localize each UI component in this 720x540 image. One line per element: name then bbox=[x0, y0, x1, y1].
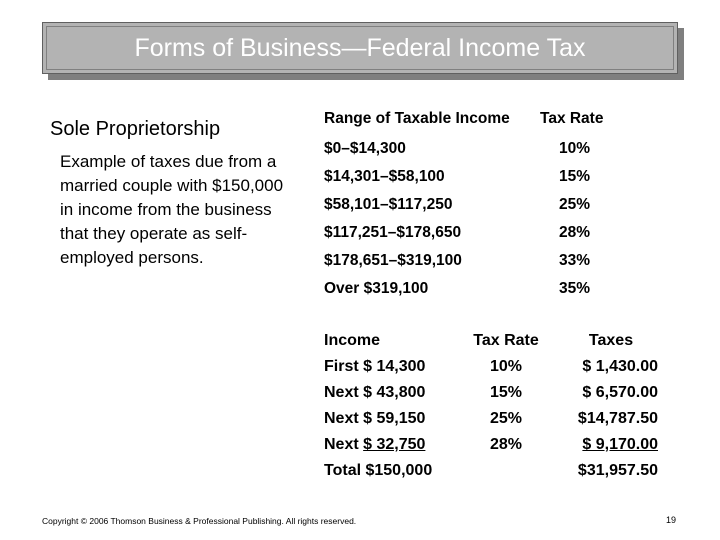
rate-range: Over $319,100 bbox=[324, 280, 429, 297]
rate-value: 33% bbox=[559, 252, 591, 269]
rate-value: 28% bbox=[559, 224, 591, 241]
rate-range: $0–$14,300 bbox=[324, 140, 406, 157]
calc-tax: $ 1,430.00 bbox=[556, 358, 658, 376]
header-range: Range of Taxable Income bbox=[324, 110, 510, 127]
calc-tax-amount: 6,570.00 bbox=[595, 384, 658, 401]
calc-income-label: Next $ bbox=[324, 384, 377, 401]
title-inner-border bbox=[46, 26, 674, 70]
calc-tax-prefix: $ bbox=[582, 384, 596, 401]
calc-tax: $ 9,170.00 bbox=[556, 436, 658, 454]
rate-range: $14,301–$58,100 bbox=[324, 168, 445, 185]
left-heading: Sole Proprietorship bbox=[50, 118, 221, 140]
calc-income-label: Next bbox=[324, 436, 364, 453]
calc-income-amount: 43,800 bbox=[376, 384, 426, 401]
page-number: 19 bbox=[666, 515, 677, 525]
rate-range: $178,651–$319,100 bbox=[324, 252, 462, 269]
rate-value: 15% bbox=[559, 168, 591, 185]
calc-tax-amount: $ 9,170.00 bbox=[582, 436, 658, 453]
calc-income: Next $ 59,150 bbox=[324, 410, 425, 428]
calc-total-label: Total $150,000 bbox=[324, 462, 433, 479]
calc-header-taxes: Taxes bbox=[588, 332, 634, 349]
calc-rate: 15% bbox=[489, 384, 523, 401]
calc-tax-amount: 14,787.50 bbox=[586, 410, 658, 427]
calc-income: Next $ 43,800 bbox=[324, 384, 425, 402]
calc-tax-amount: 1,430.00 bbox=[595, 358, 658, 375]
title-box: Forms of Business—Federal Income Tax bbox=[42, 22, 678, 74]
calc-rate: 10% bbox=[489, 358, 523, 375]
calc-income-amount: 59,150 bbox=[376, 410, 426, 427]
slide-title: Forms of Business—Federal Income Tax bbox=[134, 33, 586, 62]
calc-income-label: Next $ bbox=[324, 410, 377, 427]
header-rate: Tax Rate bbox=[540, 110, 604, 127]
calc-income-amount: 14,300 bbox=[376, 358, 426, 375]
calc-header-rate: Tax Rate bbox=[473, 332, 539, 349]
left-description: Example of taxes due from a married coup… bbox=[60, 152, 284, 267]
calc-income: Next $ 32,750 bbox=[324, 436, 425, 454]
calc-header-income: Income bbox=[324, 332, 381, 349]
calc-tax-prefix: $ bbox=[577, 410, 587, 427]
copyright-footer: Copyright © 2006 Thomson Business & Prof… bbox=[42, 516, 357, 526]
calc-tax: $ 6,570.00 bbox=[556, 384, 658, 402]
calc-rate: 28% bbox=[489, 436, 523, 453]
calc-income-label: First $ bbox=[324, 358, 377, 375]
rate-range: $58,101–$117,250 bbox=[324, 196, 453, 213]
calc-total-tax: $31,957.50 bbox=[577, 462, 658, 479]
calc-tax-prefix: $ bbox=[582, 358, 596, 375]
calc-tax: $14,787.50 bbox=[556, 410, 658, 428]
rate-range: $117,251–$178,650 bbox=[324, 224, 462, 241]
calc-income-amount: $ 32,750 bbox=[363, 436, 426, 453]
calc-rate: 25% bbox=[489, 410, 523, 427]
rate-value: 35% bbox=[559, 280, 591, 297]
rate-value: 10% bbox=[559, 140, 591, 157]
calc-income: First $ 14,300 bbox=[324, 358, 425, 376]
rate-value: 25% bbox=[559, 196, 591, 213]
